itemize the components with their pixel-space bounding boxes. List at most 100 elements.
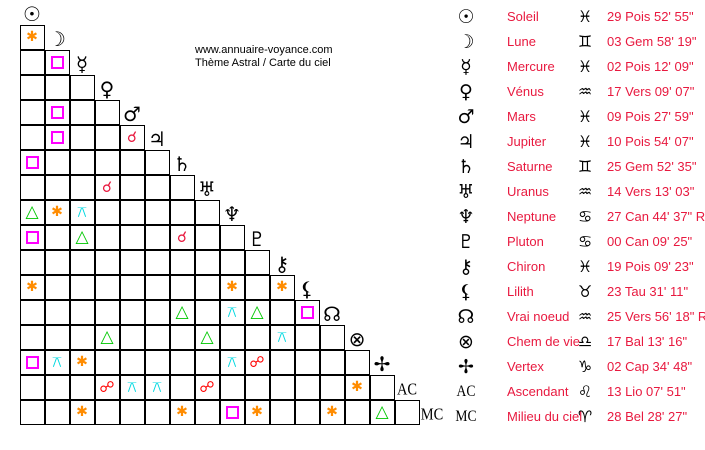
- planet-row: ⚷ Chiron ♓ 19 Pois 09' 23": [0, 254, 705, 279]
- aspect-cell: [69, 174, 95, 200]
- planet-row: ☽ Lune ♊ 03 Gem 58' 19": [0, 29, 705, 54]
- aspect-cell: [294, 299, 320, 325]
- aspect-cell: [294, 324, 320, 350]
- planet-row: ⚸ Lilith ♉ 23 Tau 31' 11": [0, 279, 705, 304]
- aspect-cell: [19, 374, 45, 400]
- aspect-cell: [69, 124, 95, 150]
- aspect-cell: [219, 399, 245, 425]
- planet-row: ♄ Saturne ♊ 25 Gem 52' 35": [0, 154, 705, 179]
- neptune-icon: ♆: [457, 206, 475, 228]
- aspect-cell: [44, 174, 70, 200]
- aspect-cell: [94, 399, 120, 425]
- aspect-cell: [94, 124, 120, 150]
- ascendant-icon: AC: [396, 379, 418, 399]
- aspect-cell: [19, 74, 45, 100]
- planet-row: ♇ Pluton ♋ 00 Can 09' 25": [0, 229, 705, 254]
- aspect-cell: [219, 324, 245, 350]
- planet-position: 09 Pois 27' 59": [607, 109, 694, 124]
- mars-icon: ♂: [457, 106, 475, 128]
- sun-icon: ☉: [23, 2, 41, 26]
- aspect-cell: ☌: [119, 124, 145, 150]
- planet-position: 10 Pois 54' 07": [607, 134, 694, 149]
- aspect-cell: [344, 349, 370, 375]
- quincunx-icon: ⚻: [227, 352, 237, 371]
- aspect-cell: [294, 374, 320, 400]
- sextile-icon: ✱: [26, 29, 38, 45]
- part-of-fortune-icon: ⊗: [458, 331, 474, 353]
- aspect-cell: [119, 149, 145, 175]
- square-icon: [225, 405, 239, 419]
- aspect-cell: [194, 274, 220, 300]
- aspect-cell: [44, 299, 70, 325]
- aspect-cell: [144, 399, 170, 425]
- aspect-cell: [19, 299, 45, 325]
- aspect-cell: [319, 324, 345, 350]
- planet-position: 29 Pois 52' 55": [607, 9, 694, 24]
- sextile-icon: ✱: [326, 404, 338, 420]
- planet-row: AC Ascendant ♌ 13 Lio 07' 51": [0, 379, 705, 404]
- aspect-cell: ⚻: [69, 199, 95, 225]
- aspect-cell: [94, 99, 120, 125]
- aspect-cell: [19, 174, 45, 200]
- site-url[interactable]: www.annuaire-voyance.com: [195, 44, 333, 56]
- aspect-cell: [119, 399, 145, 425]
- aspect-cell: [69, 249, 95, 275]
- jupiter-icon: ♃: [148, 127, 166, 151]
- midheaven-icon: MC: [420, 404, 444, 424]
- neptune-icon: ♆: [223, 202, 241, 226]
- quincunx-icon: ⚻: [127, 377, 137, 396]
- aspect-cell: [144, 224, 170, 250]
- aspect-cell: [44, 374, 70, 400]
- planet-name: Neptune: [507, 209, 557, 224]
- aspect-cell: [44, 124, 70, 150]
- aspect-cell: [244, 274, 270, 300]
- aspect-cell: [94, 199, 120, 225]
- opposition-icon: ☍: [249, 352, 265, 371]
- conjunction-icon: ☌: [101, 177, 113, 196]
- aspect-cell: [169, 249, 195, 275]
- aspect-cell: [44, 399, 70, 425]
- aspect-cell: [194, 199, 220, 225]
- aspect-cell: △: [369, 399, 395, 425]
- planet-position: 17 Bal 13' 16": [607, 334, 688, 349]
- lilith-icon: ⚸: [299, 277, 315, 301]
- planet-name: Jupiter: [507, 134, 547, 149]
- sextile-icon: ✱: [351, 379, 363, 395]
- aspect-cell: [19, 399, 45, 425]
- lilith-icon: ⚸: [459, 281, 473, 303]
- aspect-cell: [219, 249, 245, 275]
- aspect-cell: ✱: [269, 274, 295, 300]
- planet-position: 23 Tau 31' 11": [607, 284, 689, 299]
- planet-position: 13 Lio 07' 51": [607, 384, 686, 399]
- aspect-cell: [169, 199, 195, 225]
- aspect-cell: [44, 324, 70, 350]
- planet-position: 19 Pois 09' 23": [607, 259, 694, 274]
- true-node-icon: ☊: [323, 302, 341, 326]
- planet-name: Vénus: [507, 84, 544, 99]
- pluto-icon: ♇: [248, 227, 266, 251]
- aspect-cell: [194, 249, 220, 275]
- sextile-icon: ✱: [176, 404, 188, 420]
- aspect-cell: ☌: [94, 174, 120, 200]
- aspect-cell: [19, 99, 45, 125]
- aquarius-icon: ♒: [577, 307, 593, 326]
- planet-position: 00 Can 09' 25": [607, 234, 693, 249]
- planet-name: Saturne: [507, 159, 553, 174]
- sextile-icon: ✱: [276, 279, 288, 295]
- square-icon: [50, 130, 64, 144]
- aspect-cell: [244, 324, 270, 350]
- aspect-cell: [44, 249, 70, 275]
- planet-position: 02 Pois 12' 09": [607, 59, 694, 74]
- aspect-cell: [144, 149, 170, 175]
- sextile-icon: ✱: [226, 279, 238, 295]
- aspect-cell: ☍: [244, 349, 270, 375]
- mars-icon: ♂: [123, 102, 141, 126]
- aspect-cell: [269, 299, 295, 325]
- mercury-icon: ☿: [460, 56, 472, 78]
- aspect-cell: ⚻: [219, 349, 245, 375]
- planet-name: Ascendant: [507, 384, 569, 399]
- aspect-cell: △: [244, 299, 270, 325]
- part-of-fortune-icon: ⊗: [348, 327, 366, 351]
- aspect-cell: [69, 74, 95, 100]
